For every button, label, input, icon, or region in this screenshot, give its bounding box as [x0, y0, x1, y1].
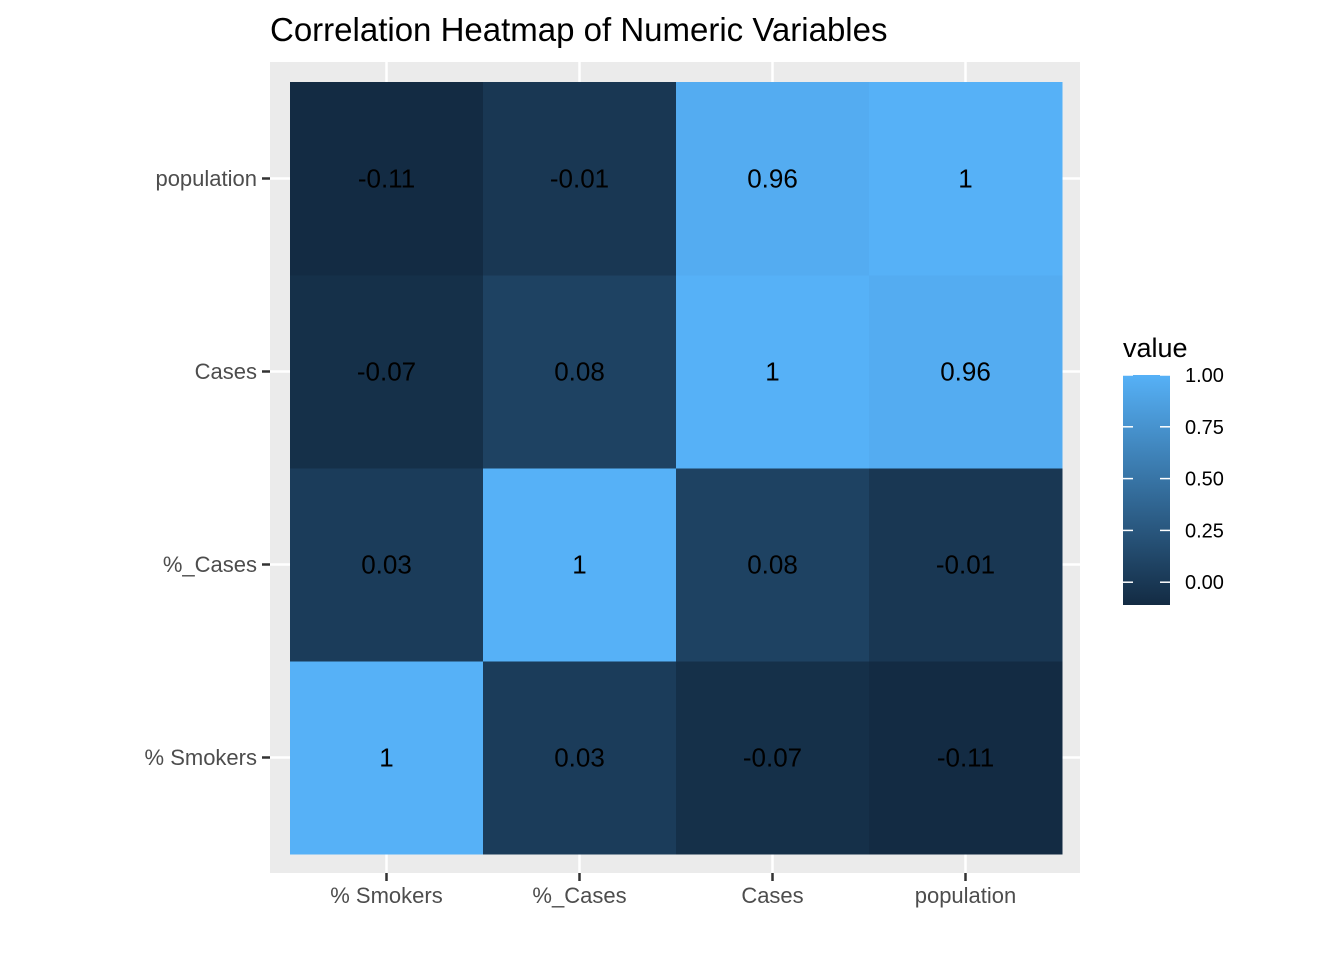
chart-title: Correlation Heatmap of Numeric Variables — [270, 11, 887, 48]
cell-value-label: 0.03 — [361, 550, 412, 580]
heatmap-cell — [676, 661, 870, 855]
cell-value-label: 0.96 — [940, 357, 991, 387]
heatmap-cell — [676, 468, 870, 662]
heatmap-cell — [290, 468, 484, 662]
heatmap-cell — [483, 661, 677, 855]
heatmap-cell — [483, 468, 677, 662]
heatmap-cell — [290, 661, 484, 855]
heatmap-cell — [869, 275, 1063, 469]
cell-value-label: -0.07 — [743, 743, 802, 773]
heatmap-cell — [676, 275, 870, 469]
heatmap-cell — [676, 82, 870, 276]
cell-value-label: 0.96 — [747, 164, 798, 194]
legend-title: value — [1123, 333, 1188, 363]
cell-value-label: -0.11 — [937, 743, 994, 773]
cell-value-label: -0.07 — [357, 357, 416, 387]
cell-value-label: -0.11 — [358, 164, 415, 194]
cell-value-label: 1 — [765, 357, 779, 387]
legend-tick-label: 0.50 — [1185, 469, 1224, 491]
cell-value-label: 0.03 — [554, 743, 605, 773]
axis-layer: % Smokers %_Cases Cases population % Smokers… — [145, 166, 1017, 908]
cell-value-label: 1 — [379, 743, 393, 773]
x-axis-tick-label: population — [915, 883, 1017, 908]
heatmap-cell — [483, 82, 677, 276]
y-axis-tick-label: Cases — [195, 359, 257, 384]
x-axis-tick-label: % Smokers — [330, 883, 442, 908]
cell-value-label: 1 — [572, 550, 586, 580]
cell-value-label: 0.08 — [554, 357, 605, 387]
y-axis-tick-label: population — [155, 166, 257, 191]
heatmap-cell — [869, 82, 1063, 276]
heatmap-cell — [483, 275, 677, 469]
cell-value-label: -0.01 — [550, 164, 609, 194]
y-axis-tick-label: %_Cases — [163, 552, 257, 577]
cell-value-label: -0.01 — [936, 550, 995, 580]
legend-tick-label: 0.00 — [1185, 572, 1224, 594]
x-axis-tick-label: Cases — [741, 883, 803, 908]
heatmap-cell — [869, 468, 1063, 662]
legend: value 1.00 0.75 0.50 0.25 0.00 — [1123, 333, 1224, 605]
cells-layer — [290, 82, 1063, 855]
heatmap-cell — [869, 661, 1063, 855]
legend-tick-label: 0.75 — [1185, 417, 1224, 439]
legend-tick-label: 1.00 — [1185, 365, 1224, 387]
heatmap-cell — [290, 82, 484, 276]
heatmap-cell — [290, 275, 484, 469]
cell-labels-layer: 1 0.03 -0.07 -0.11 0.03 1 0.08 -0.01 -0.07 0.08 1 0… — [357, 164, 995, 773]
y-axis-tick-label: % Smokers — [145, 745, 257, 770]
x-axis-tick-label: %_Cases — [532, 883, 626, 908]
legend-colorbar — [1123, 375, 1170, 605]
cell-value-label: 1 — [958, 164, 972, 194]
cell-value-label: 0.08 — [747, 550, 798, 580]
legend-tick-label: 0.25 — [1185, 520, 1224, 542]
